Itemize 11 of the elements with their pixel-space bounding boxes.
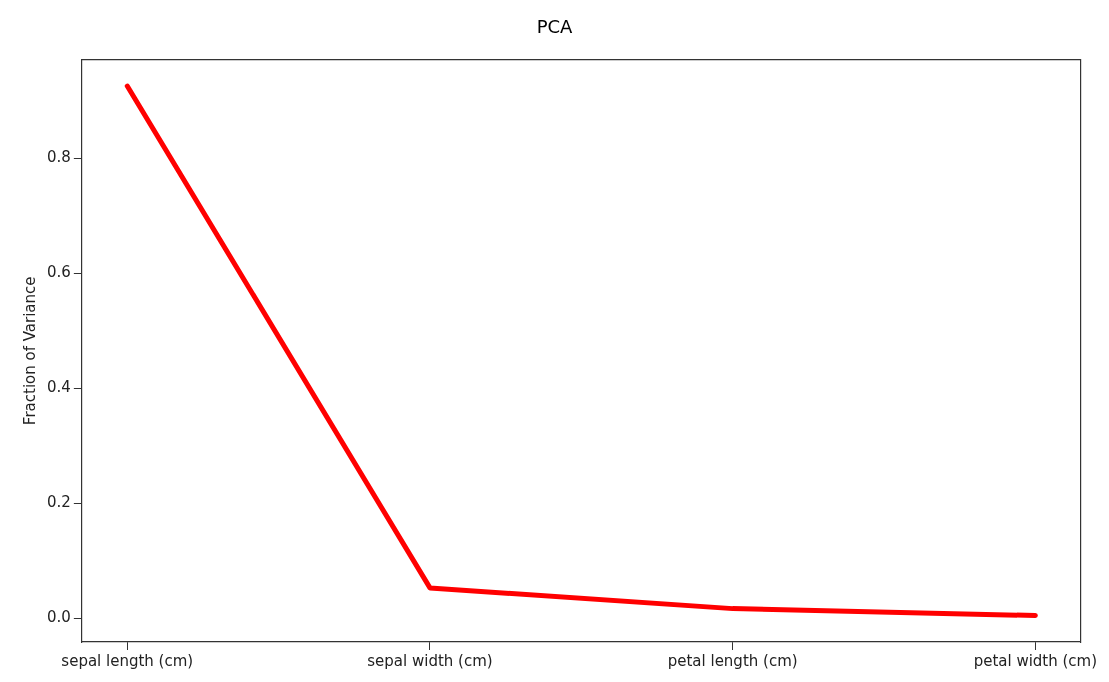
y-tick-label: 0.0 [47, 608, 71, 627]
y-tick-label: 0.2 [47, 493, 71, 512]
y-tick-label: 0.8 [47, 147, 71, 166]
x-tick-label: petal width (cm) [973, 651, 1098, 670]
y-tick-label: 0.4 [47, 378, 71, 397]
y-tick-label: 0.6 [47, 263, 71, 281]
y-axis-title: Fraction of Variance [20, 276, 39, 426]
chart-title: PCA [536, 16, 574, 38]
x-tick-label: petal length (cm) [667, 651, 798, 670]
x-tick-label: sepal width (cm) [367, 651, 493, 670]
x-tick-label: sepal length (cm) [61, 651, 194, 670]
